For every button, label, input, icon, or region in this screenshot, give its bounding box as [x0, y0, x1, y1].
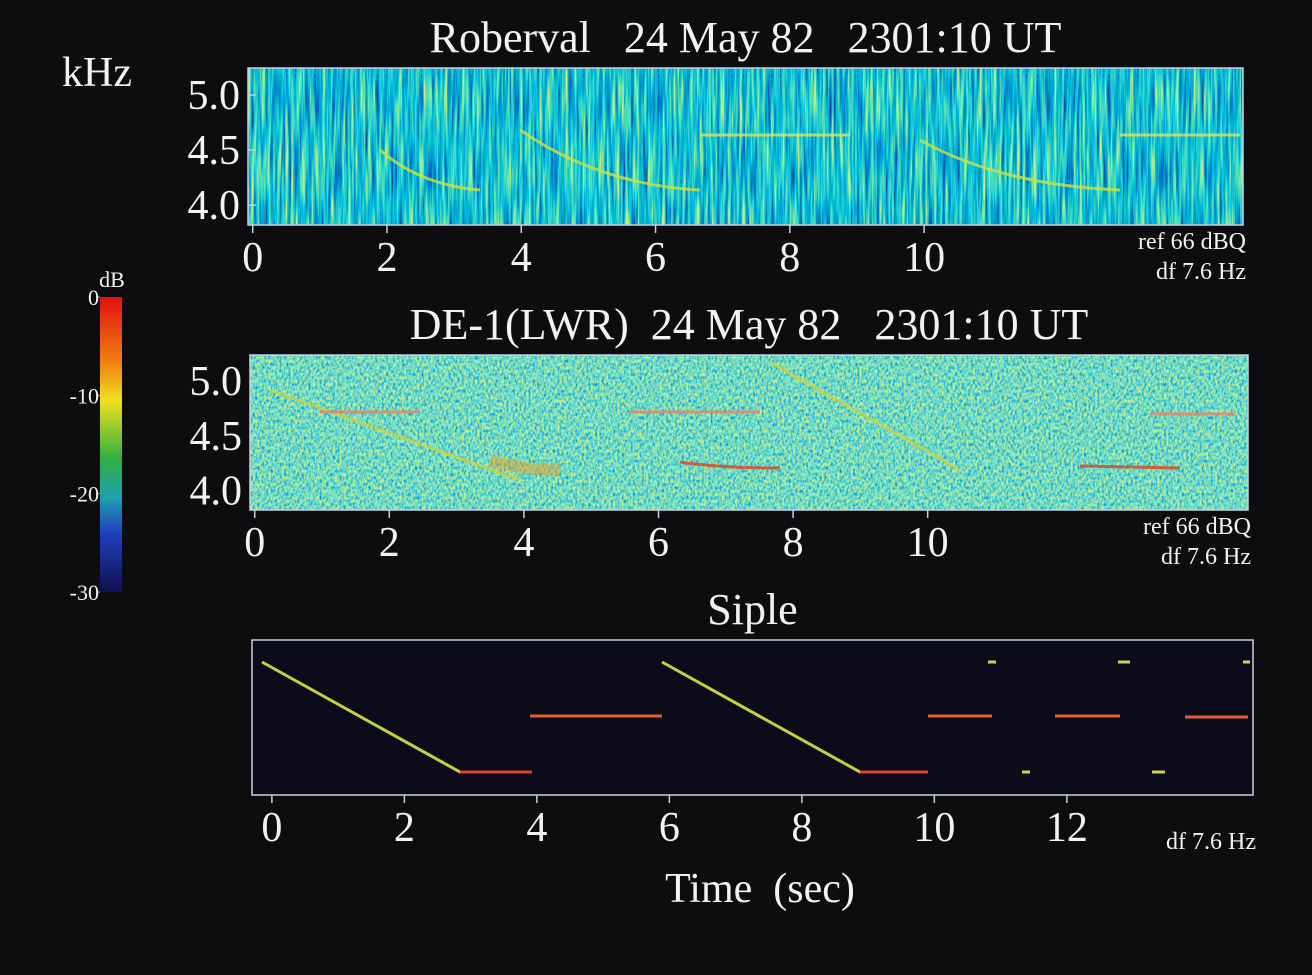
- plot-frame: [249, 354, 1249, 511]
- annotation: df 7.6 Hz: [1156, 259, 1246, 285]
- emission-traces: [269, 128, 1240, 482]
- x-tick-label: 8: [791, 805, 812, 851]
- y-tick-label: 5.0: [188, 73, 241, 119]
- x-tick-label: 8: [783, 520, 804, 566]
- x-tick-label: 0: [242, 235, 263, 281]
- annotation: df 7.6 Hz: [1166, 829, 1256, 855]
- y-tick-label: 4.5: [190, 414, 243, 460]
- panel-title: Roberval 24 May 82 2301:10 UT: [430, 13, 1062, 62]
- x-tick-label: 4: [511, 235, 532, 281]
- x-tick-label: 4: [526, 805, 547, 851]
- annotation: ref 66 dBQ: [1138, 229, 1246, 255]
- colorbar-label: dB: [99, 267, 125, 292]
- x-tick-label: 12: [1046, 805, 1088, 851]
- annotation: df 7.6 Hz: [1161, 544, 1251, 570]
- x-tick-label: 2: [394, 805, 415, 851]
- x-tick-label: 2: [376, 235, 397, 281]
- y-tick-label: 5.0: [190, 359, 243, 405]
- x-tick-label: 8: [779, 235, 800, 281]
- siple-transmissions: [261, 660, 1250, 774]
- x-tick-label: 10: [907, 520, 949, 566]
- x-tick-label: 6: [648, 520, 669, 566]
- x-tick-label: 2: [379, 520, 400, 566]
- spectrogram-image: [250, 355, 1248, 510]
- x-axis-label: Time (sec): [665, 866, 855, 912]
- plot-frame: [247, 67, 1244, 226]
- colorbar: [100, 297, 122, 592]
- panel-title: Siple: [707, 585, 797, 634]
- panel-title: DE-1(LWR) 24 May 82 2301:10 UT: [410, 300, 1089, 349]
- x-tick-label: 0: [244, 520, 265, 566]
- x-tick-label: 4: [513, 520, 534, 566]
- y-axis-label: kHz: [62, 50, 132, 96]
- x-tick-label: 0: [261, 805, 282, 851]
- colorbar-tick-label: -30: [70, 580, 99, 605]
- colorbar-tick-label: -20: [70, 482, 99, 507]
- plot-frame: [251, 639, 1254, 796]
- y-tick-label: 4.0: [190, 468, 243, 514]
- colorbar-tick-label: -10: [70, 383, 99, 408]
- x-tick-label: 10: [913, 805, 955, 851]
- x-tick-label: 10: [903, 235, 945, 281]
- spectrogram-image: [248, 68, 1243, 225]
- y-tick-label: 4.5: [188, 128, 241, 174]
- colorbar-tick-label: 0: [88, 285, 99, 310]
- x-tick-label: 6: [659, 805, 680, 851]
- annotation: ref 66 dBQ: [1143, 514, 1251, 540]
- x-tick-label: 6: [645, 235, 666, 281]
- y-tick-label: 4.0: [188, 183, 241, 229]
